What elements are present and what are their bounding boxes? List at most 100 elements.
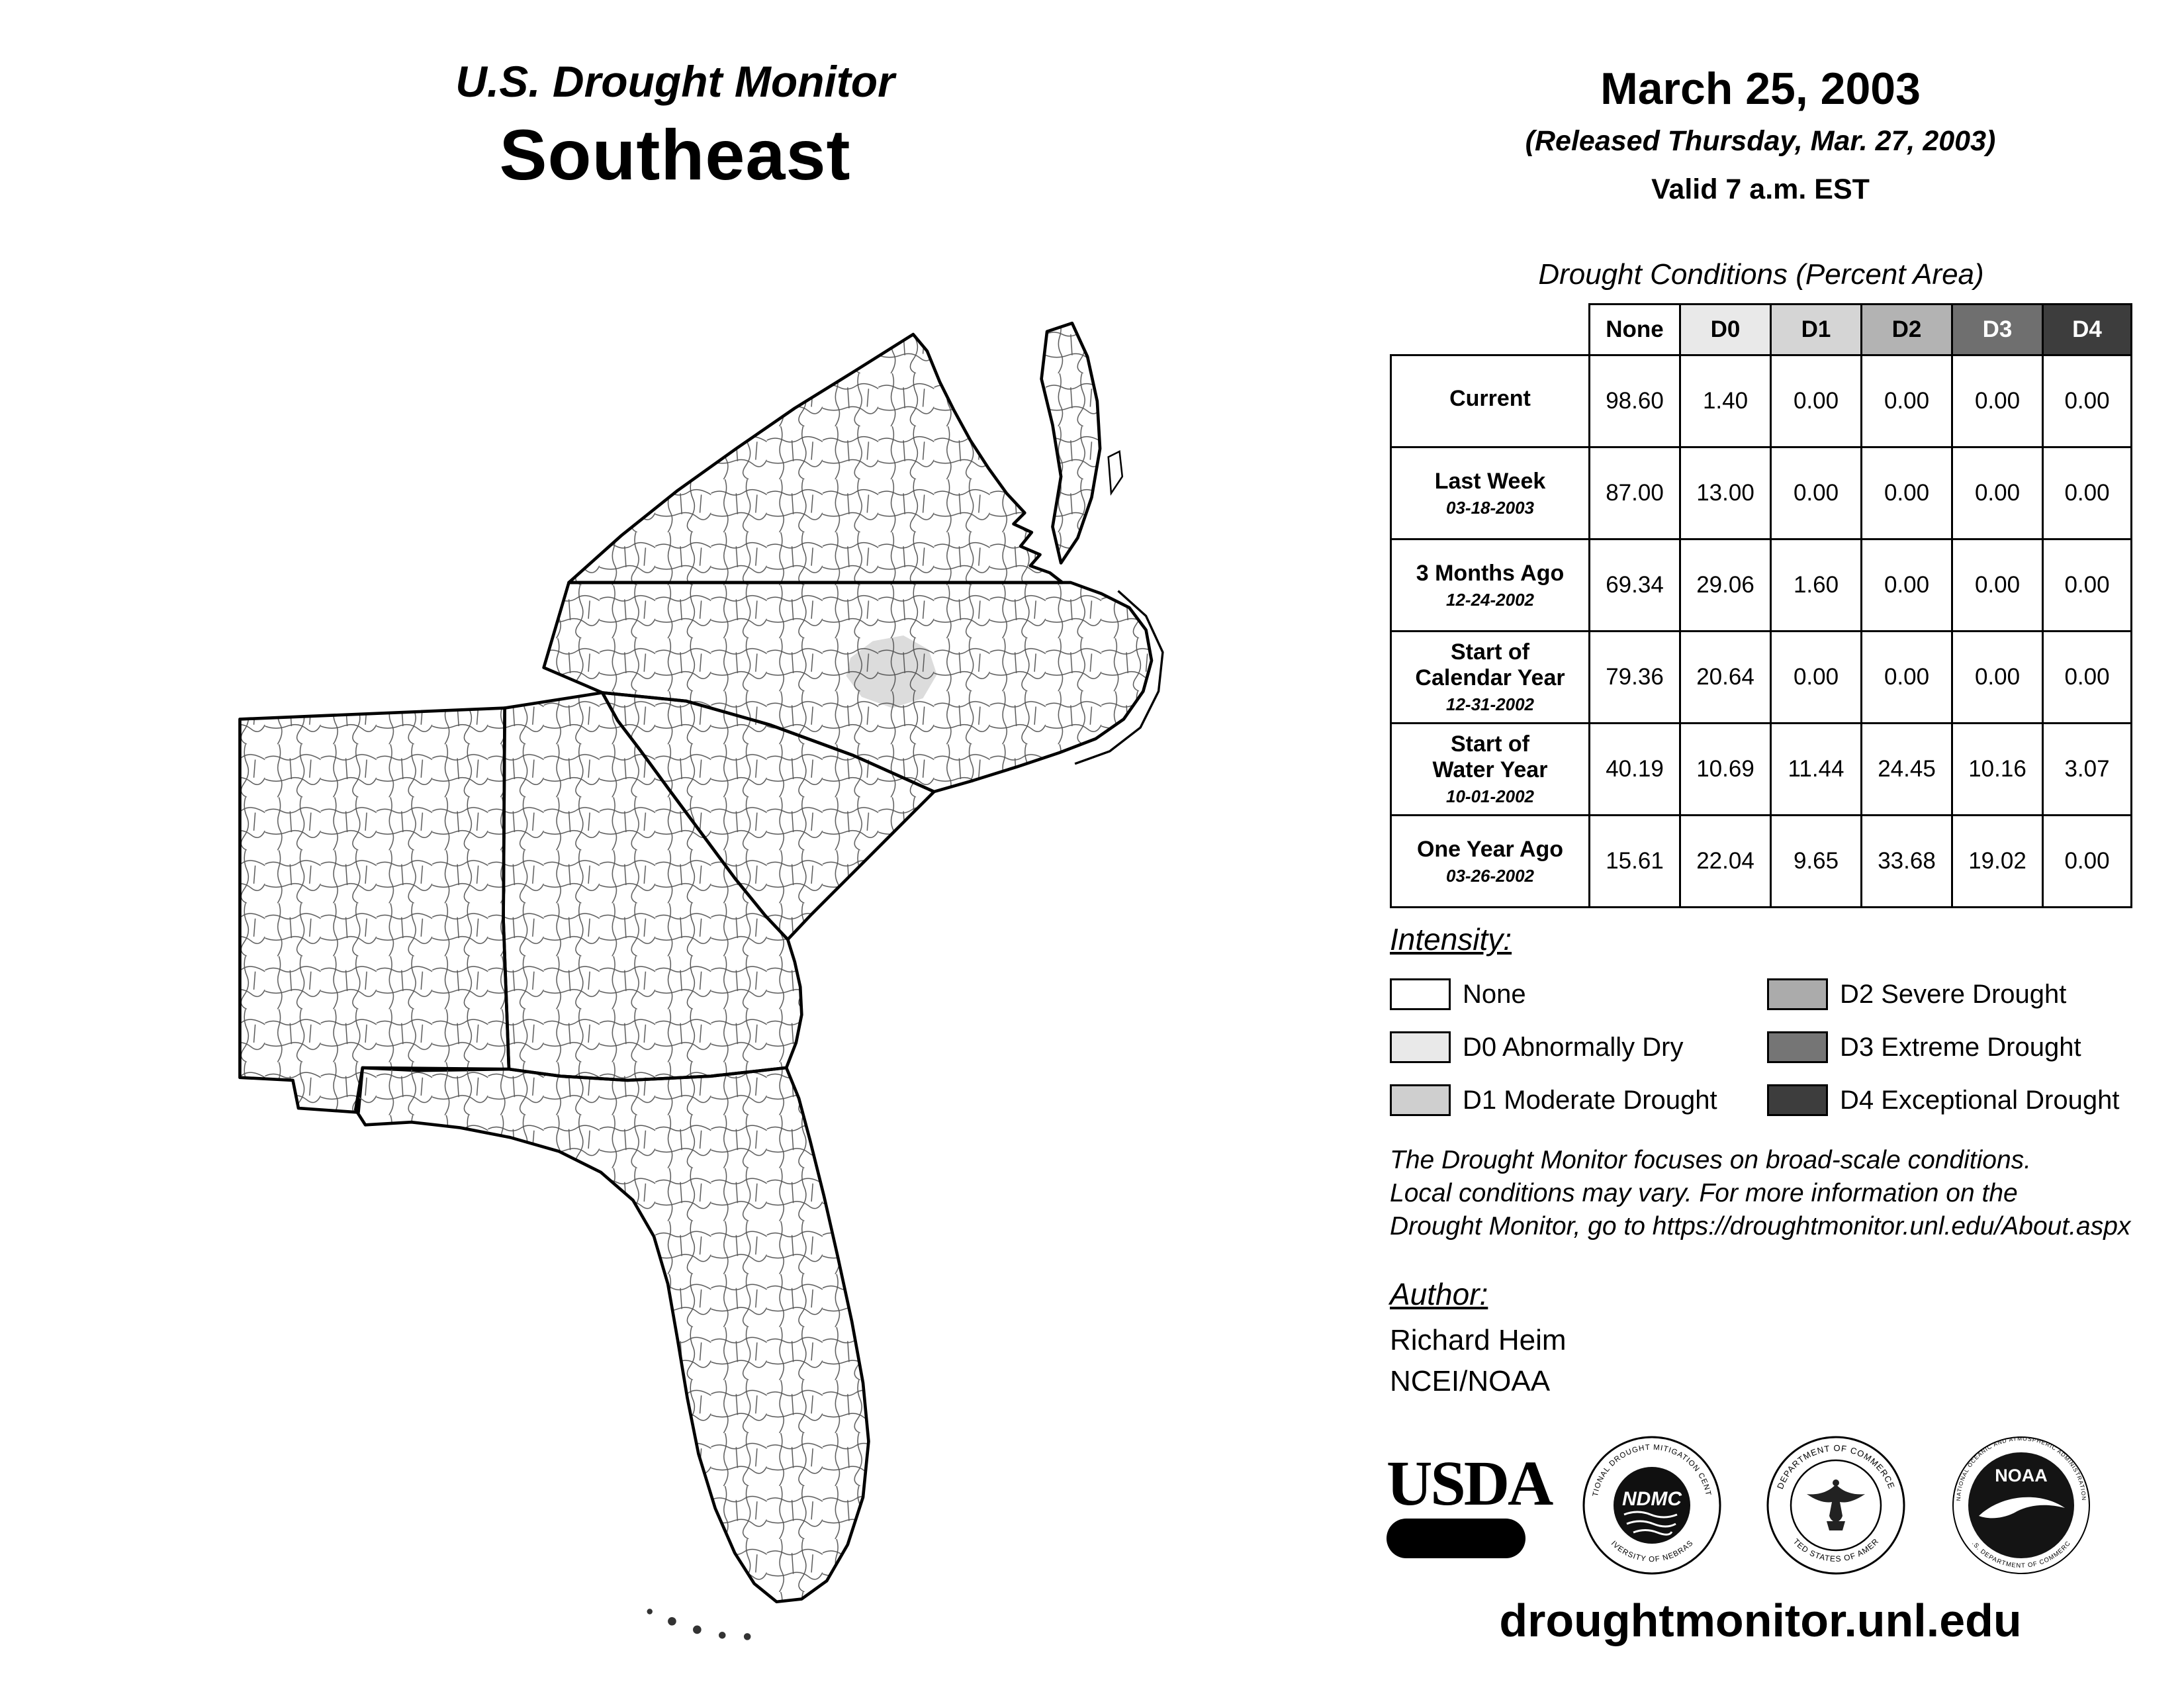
disclaimer-line: Local conditions may vary. For more info… [1390, 1178, 2018, 1207]
legend-label: D3 Extreme Drought [1840, 1032, 2081, 1062]
row-label-date: 03-26-2002 [1446, 865, 1534, 886]
table-value: 10.16 [1951, 722, 2042, 814]
table-value: 15.61 [1588, 814, 1679, 908]
col-header-d4: D4 [2042, 303, 2132, 354]
department-of-commerce-seal: DEPARTMENT OF COMMERCE UNITED STATES OF … [1766, 1436, 1905, 1575]
table-value: 0.00 [1770, 630, 1860, 722]
table-value: 40.19 [1588, 722, 1679, 814]
title-block: U.S. Drought Monitor Southeast [212, 56, 1138, 196]
state-delmarva [1042, 323, 1100, 563]
table-value: 0.00 [2042, 446, 2132, 538]
drought-conditions-table: None D0 D1 D2 D3 D4 Current 98.60 1.40 0… [1390, 303, 2132, 908]
col-header-d0: D0 [1679, 303, 1770, 354]
table-value: 0.00 [1770, 446, 1860, 538]
disclaimer-line: The Drought Monitor focuses on broad-sca… [1390, 1146, 2032, 1174]
row-label-date: 12-31-2002 [1446, 694, 1534, 715]
table-value: 69.34 [1588, 538, 1679, 630]
row-label-date: 12-24-2002 [1446, 589, 1534, 610]
legend-item-d4: D4 Exceptional Drought [1767, 1074, 2148, 1127]
table-value: 1.40 [1679, 354, 1770, 446]
legend-item-d3: D3 Extreme Drought [1767, 1021, 2148, 1074]
row-label-text: 3 Months Ago [1416, 560, 1565, 586]
ndmc-logo: NATIONAL DROUGHT MITIGATION CENTER UNIVE… [1582, 1436, 1721, 1575]
row-label-text: Last Week [1434, 468, 1546, 494]
row-label-current: Current [1390, 354, 1588, 446]
ndmc-globe [1614, 1467, 1690, 1544]
legend-item-d0: D0 Abnormally Dry [1390, 1021, 1767, 1074]
intensity-title: Intensity: [1390, 922, 1512, 957]
table-value: 3.07 [2042, 722, 2132, 814]
table-value: 0.00 [1860, 446, 1951, 538]
table-value: 11.44 [1770, 722, 1860, 814]
table-value: 0.00 [1951, 354, 2042, 446]
southeast-drought-map [209, 320, 1164, 1640]
noaa-logo: NATIONAL OCEANIC AND ATMOSPHERIC ADMINIS… [1952, 1435, 2090, 1574]
row-label-text: Start of Water Year [1432, 731, 1548, 783]
table-value: 0.00 [1860, 354, 1951, 446]
col-header-d1: D1 [1770, 303, 1860, 354]
row-label-text: Current [1449, 386, 1531, 412]
table-value: 0.00 [1770, 354, 1860, 446]
legend-item-d2: D2 Severe Drought [1767, 968, 2148, 1021]
table-value: 0.00 [1860, 630, 1951, 722]
table-value: 29.06 [1679, 538, 1770, 630]
legend-label: D2 Severe Drought [1840, 979, 2067, 1009]
author-org: NCEI/NOAA [1390, 1365, 1551, 1397]
table-value: 79.36 [1588, 630, 1679, 722]
table-value: 24.45 [1860, 722, 1951, 814]
florida-keys [647, 1609, 751, 1640]
delmarva-island [1107, 450, 1124, 496]
ndmc-center-text: NDMC [1622, 1488, 1682, 1510]
doc-eagle-emblem [1807, 1479, 1865, 1530]
row-label-last-week: Last Week 03-18-2003 [1390, 446, 1588, 538]
page-title: U.S. Drought Monitor [455, 57, 895, 106]
col-header-d3: D3 [1951, 303, 2042, 354]
valid-time: Valid 7 a.m. EST [1651, 173, 1870, 205]
legend-item-d1: D1 Moderate Drought [1390, 1074, 1767, 1127]
table-value: 22.04 [1679, 814, 1770, 908]
table-value: 20.64 [1679, 630, 1770, 722]
table-value: 98.60 [1588, 354, 1679, 446]
table-corner [1390, 303, 1588, 354]
table-value: 87.00 [1588, 446, 1679, 538]
date-block: March 25, 2003 (Released Thursday, Mar. … [1423, 63, 2098, 206]
d1-swatch [1390, 1084, 1451, 1116]
row-label-date: 03-18-2003 [1446, 497, 1534, 518]
d0-swatch [1390, 1031, 1451, 1063]
row-label-date: 10-01-2002 [1446, 786, 1534, 807]
row-label-text: Start of Calendar Year [1415, 639, 1565, 691]
table-value: 0.00 [1951, 630, 2042, 722]
table-value: 0.00 [1951, 538, 2042, 630]
disclaimer-line: Drought Monitor, go to https://droughtmo… [1390, 1211, 2131, 1241]
col-header-d2: D2 [1860, 303, 1951, 354]
site-url: droughtmonitor.unl.edu [1499, 1595, 2022, 1646]
table-value: 0.00 [2042, 354, 2132, 446]
row-label-text: One Year Ago [1416, 836, 1564, 862]
table-value: 9.65 [1770, 814, 1860, 908]
noaa-gull-icon [1979, 1497, 2065, 1519]
ndmc-waves [1623, 1511, 1678, 1536]
map-state-borders [240, 323, 1152, 1602]
d3-swatch [1767, 1031, 1828, 1063]
table-value: 33.68 [1860, 814, 1951, 908]
row-label-one-year-ago: One Year Ago 03-26-2002 [1390, 814, 1588, 908]
table-value: 10.69 [1679, 722, 1770, 814]
table-value: 0.00 [2042, 538, 2132, 630]
table-value: 0.00 [2042, 630, 2132, 722]
region-title: Southeast [499, 115, 851, 195]
author-name: Richard Heim [1390, 1324, 1567, 1356]
intensity-legend: None D0 Abnormally Dry D1 Moderate Droug… [1390, 968, 2148, 1127]
legend-label: D1 Moderate Drought [1463, 1085, 1717, 1115]
map-date: March 25, 2003 [1600, 64, 1921, 114]
usda-logo-text: USDA [1387, 1448, 1553, 1519]
disclaimer: The Drought Monitor focuses on broad-sca… [1390, 1144, 2130, 1243]
row-label-3-months-ago: 3 Months Ago 12-24-2002 [1390, 538, 1588, 630]
table-value: 1.60 [1770, 538, 1860, 630]
d2-swatch [1767, 978, 1828, 1010]
legend-label: D4 Exceptional Drought [1840, 1085, 2120, 1115]
state-virginia [569, 334, 1063, 583]
row-label-start-calendar-year: Start of Calendar Year 12-31-2002 [1390, 630, 1588, 722]
table-value: 0.00 [2042, 814, 2132, 908]
col-header-none: None [1588, 303, 1679, 354]
